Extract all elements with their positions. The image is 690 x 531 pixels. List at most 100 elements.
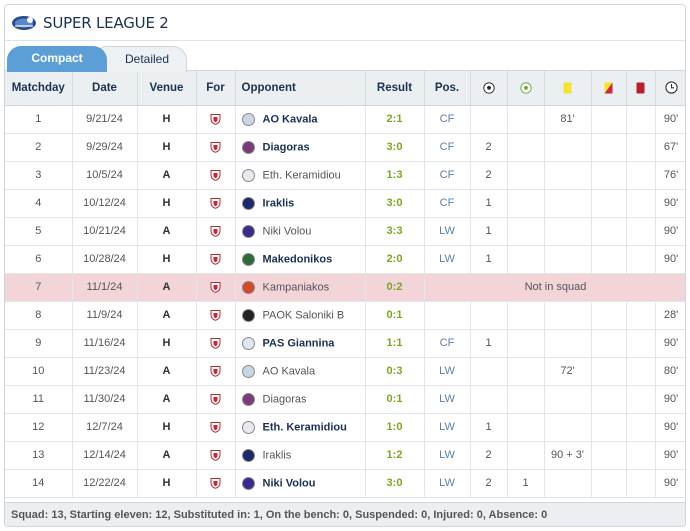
col-for[interactable]: For [196, 71, 236, 106]
col-yellow[interactable] [544, 71, 592, 106]
red-card-cell [626, 161, 656, 190]
for-team-cell[interactable] [196, 469, 236, 498]
result-cell[interactable]: 3:0 [365, 133, 425, 162]
venue-cell: H [137, 413, 197, 442]
result-cell[interactable]: 0:1 [365, 385, 425, 414]
minutes-cell: 90' [655, 105, 685, 134]
opponent-name[interactable]: Diagoras [262, 141, 310, 153]
red-card-cell [626, 133, 656, 162]
squad-summary: Squad: 13, Starting eleven: 12, Substitu… [5, 502, 685, 526]
col-result[interactable]: Result [365, 71, 425, 106]
opponent-cell[interactable]: AO Kavala [235, 357, 366, 386]
tab-compact[interactable]: Compact [7, 46, 107, 72]
for-team-cell[interactable] [196, 357, 236, 386]
team-crest-icon [210, 198, 221, 209]
opponent-name[interactable]: Makedonikos [262, 253, 333, 265]
opponent-cell[interactable]: Kampaniakos [235, 273, 366, 302]
opponent-cell[interactable]: PAOK Saloniki B [235, 301, 366, 330]
red-card-cell [626, 189, 656, 218]
col-venue[interactable]: Venue [137, 71, 197, 106]
minutes-cell: 90' [655, 441, 685, 470]
opponent-name[interactable]: PAOK Saloniki B [262, 309, 345, 321]
for-team-cell[interactable] [196, 161, 236, 190]
result-cell[interactable]: 0:1 [365, 301, 425, 330]
opponent-name[interactable]: Niki Volou [262, 477, 316, 489]
second-yellow-cell [591, 357, 627, 386]
opponent-cell[interactable]: Diagoras [235, 385, 366, 414]
opponent-cell[interactable]: AO Kavala [235, 105, 366, 134]
col-matchday[interactable]: Matchday [5, 71, 73, 106]
result-cell[interactable]: 1:1 [365, 329, 425, 358]
position-cell: CF [424, 105, 471, 134]
matchday-cell: 10 [5, 357, 73, 386]
opponent-crest-icon [241, 224, 255, 238]
table-row: 5 10/21/24 A Niki Volou 3:3 LW 1 90' [5, 217, 685, 246]
for-team-cell[interactable] [196, 413, 236, 442]
opponent-crest-icon [241, 168, 255, 182]
position-cell: LW [424, 441, 471, 470]
opponent-name[interactable]: Diagoras [262, 393, 307, 405]
assists-cell [507, 245, 545, 274]
yellow-card-cell [544, 189, 592, 218]
red-card-cell [626, 301, 656, 330]
result-cell[interactable]: 1:0 [365, 413, 425, 442]
for-team-cell[interactable] [196, 329, 236, 358]
yellow-card-cell [544, 329, 592, 358]
result-cell[interactable]: 1:2 [365, 441, 425, 470]
opponent-cell[interactable]: Eth. Keramidiou [235, 413, 366, 442]
opponent-name[interactable]: AO Kavala [262, 113, 318, 125]
for-team-cell[interactable] [196, 217, 236, 246]
opponent-name[interactable]: Eth. Keramidiou [262, 169, 341, 181]
opponent-cell[interactable]: Iraklis [235, 189, 366, 218]
for-team-cell[interactable] [196, 385, 236, 414]
tab-detailed[interactable]: Detailed [93, 46, 187, 72]
for-team-cell[interactable] [196, 441, 236, 470]
assists-cell [507, 441, 545, 470]
col-red[interactable] [626, 71, 656, 106]
team-crest-icon [210, 170, 221, 181]
result-cell[interactable]: 0:2 [365, 273, 425, 302]
opponent-name[interactable]: Eth. Keramidiou [262, 421, 347, 433]
opponent-cell[interactable]: Iraklis [235, 441, 366, 470]
opponent-name[interactable]: Kampaniakos [262, 281, 330, 293]
for-team-cell[interactable] [196, 189, 236, 218]
result-cell[interactable]: 3:0 [365, 469, 425, 498]
col-date[interactable]: Date [72, 71, 138, 106]
opponent-name[interactable]: AO Kavala [262, 365, 316, 377]
venue-cell: A [137, 217, 197, 246]
result-cell[interactable]: 3:0 [365, 189, 425, 218]
opponent-name[interactable]: PAS Giannina [262, 337, 335, 349]
red-card-cell [626, 385, 656, 414]
opponent-cell[interactable]: Makedonikos [235, 245, 366, 274]
opponent-crest-icon [241, 196, 255, 210]
result-cell[interactable]: 2:0 [365, 245, 425, 274]
yellow-card-cell: 90 + 3' [544, 441, 592, 470]
second-yellow-cell [591, 441, 627, 470]
opponent-name[interactable]: Iraklis [262, 449, 292, 461]
result-cell[interactable]: 1:3 [365, 161, 425, 190]
for-team-cell[interactable] [196, 301, 236, 330]
opponent-cell[interactable]: Niki Volou [235, 469, 366, 498]
col-pos[interactable]: Pos. [424, 71, 471, 106]
assist-ball-icon [519, 82, 532, 94]
col-minutes[interactable] [655, 71, 685, 106]
opponent-name[interactable]: Iraklis [262, 197, 295, 209]
result-cell[interactable]: 2:1 [365, 105, 425, 134]
col-assists[interactable] [507, 71, 545, 106]
opponent-cell[interactable]: Niki Volou [235, 217, 366, 246]
for-team-cell[interactable] [196, 133, 236, 162]
opponent-cell[interactable]: Diagoras [235, 133, 366, 162]
result-cell[interactable]: 3:3 [365, 217, 425, 246]
opponent-cell[interactable]: PAS Giannina [235, 329, 366, 358]
col-goals[interactable] [470, 71, 508, 106]
result-cell[interactable]: 0:3 [365, 357, 425, 386]
red-card-cell [626, 329, 656, 358]
opponent-name[interactable]: Niki Volou [262, 225, 312, 237]
col-opponent[interactable]: Opponent [235, 71, 366, 106]
for-team-cell[interactable] [196, 245, 236, 274]
for-team-cell[interactable] [196, 273, 236, 302]
opponent-cell[interactable]: Eth. Keramidiou [235, 161, 366, 190]
super-league-2-logo-icon [12, 15, 36, 30]
col-second-yellow[interactable] [591, 71, 627, 106]
for-team-cell[interactable] [196, 105, 236, 134]
